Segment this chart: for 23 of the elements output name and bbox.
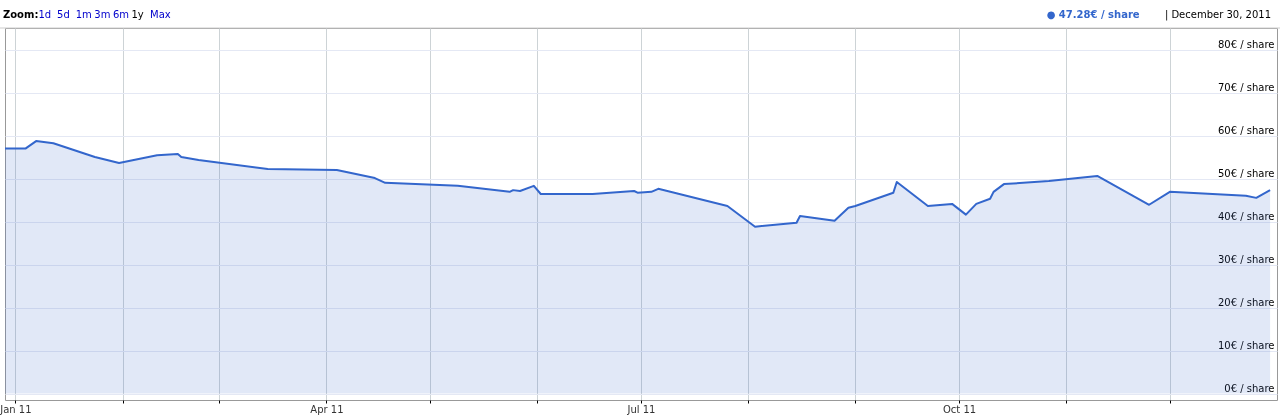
y-tick-label: 50€ / share <box>1217 168 1275 180</box>
y-tick-label: 30€ / share <box>1217 254 1275 266</box>
text: 1d <box>38 9 52 20</box>
text: 1y <box>131 9 144 20</box>
x-tick-label: Oct 11 <box>942 403 977 415</box>
text: Max <box>150 9 171 20</box>
text: ● 47.28€ / share <box>1046 9 1140 20</box>
x-tick-label: Apr 11 <box>310 403 344 415</box>
text: 5d <box>57 9 70 20</box>
y-tick-label: 80€ / share <box>1217 39 1275 50</box>
text: Zoom: <box>3 9 39 20</box>
y-tick-label: 40€ / share <box>1217 211 1275 223</box>
y-tick-label: 20€ / share <box>1217 297 1275 309</box>
text: | December 30, 2011 <box>1164 9 1271 21</box>
y-tick-label: 60€ / share <box>1217 125 1275 137</box>
text: 3m <box>94 9 111 20</box>
y-tick-label: 0€ / share <box>1224 383 1275 395</box>
x-tick-label: Jul 11 <box>626 403 656 415</box>
text: 1m <box>75 9 92 20</box>
y-tick-label: 10€ / share <box>1217 340 1275 352</box>
x-tick-label: Jan 11 <box>0 403 32 415</box>
text: 6m <box>112 9 130 20</box>
y-tick-label: 70€ / share <box>1217 82 1275 94</box>
